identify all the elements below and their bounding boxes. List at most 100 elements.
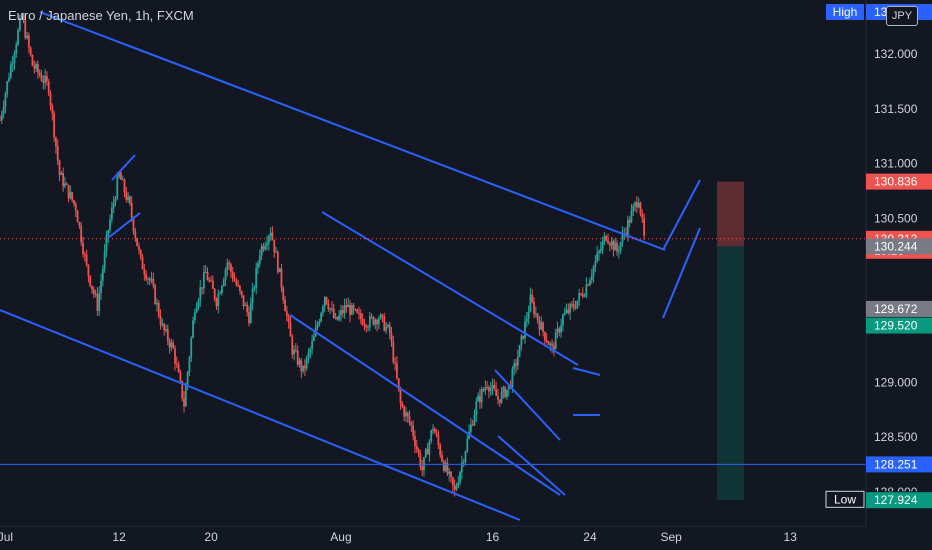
symbol-title[interactable]: Euro / Japanese Yen, 1h, FXCM (8, 8, 194, 23)
candle-body (479, 395, 481, 403)
candle-body (237, 284, 240, 286)
candle-body (471, 424, 474, 426)
candle-body (491, 384, 494, 389)
candle-body (580, 293, 582, 295)
entry-tag (866, 238, 932, 255)
candle-body (459, 471, 461, 483)
candle-body (239, 285, 241, 292)
candle-body (170, 342, 173, 348)
candle-body (94, 293, 97, 295)
candle-body (166, 328, 169, 341)
candle-body (42, 80, 45, 83)
candle-body (482, 389, 485, 391)
candle-body (394, 362, 397, 364)
candle-body (444, 463, 447, 471)
candle-body (534, 313, 537, 315)
candle-body (309, 348, 312, 353)
candle-body (412, 425, 415, 437)
candle-body (36, 64, 39, 73)
candle-body (38, 72, 41, 76)
trendlines[interactable] (0, 11, 866, 521)
candle-body (522, 335, 525, 339)
candle-body (150, 278, 153, 281)
candle-body (583, 295, 586, 297)
candle-body (224, 269, 227, 280)
candle-body (49, 93, 52, 106)
candle-body (73, 200, 75, 204)
candle-body (349, 304, 351, 315)
candle-body (401, 403, 404, 408)
price-tick-label: 128.500 (874, 430, 918, 444)
candle-body (399, 389, 402, 404)
candle-body (637, 202, 640, 208)
candle-body (617, 250, 620, 252)
candle-body (562, 315, 564, 326)
candle-body (488, 387, 490, 392)
candle-body (426, 449, 429, 455)
candle-body (282, 287, 285, 300)
candle-body (574, 307, 577, 309)
candle-body (62, 173, 65, 187)
candle-body (587, 284, 590, 286)
candle-body (524, 321, 526, 339)
candle-body (55, 137, 57, 147)
candle-body (139, 249, 142, 257)
candle-body (154, 285, 157, 305)
candle-body (589, 279, 591, 286)
candle-body (246, 304, 249, 313)
candle-body (576, 300, 579, 308)
candle-body (221, 285, 223, 294)
candle-body (217, 293, 220, 307)
candle-body (199, 287, 202, 301)
candle-body (152, 278, 155, 286)
candle-body (186, 372, 189, 387)
candle-body (634, 202, 636, 207)
candle-body (547, 342, 550, 346)
candle-body (255, 267, 258, 288)
candle-body (477, 395, 480, 402)
candle-body (219, 293, 222, 295)
candle-body (193, 312, 196, 321)
candle-body (423, 457, 425, 471)
candle-body (542, 322, 544, 332)
candle-body (390, 333, 393, 342)
currency-badge[interactable]: JPY (886, 6, 918, 26)
candle-body (264, 245, 267, 250)
candle-body (453, 485, 456, 490)
candle-body (56, 146, 59, 161)
candle-body (442, 461, 445, 471)
candle-body (31, 54, 34, 66)
candle-body (500, 391, 503, 403)
candle-body (473, 414, 476, 426)
candle-body (276, 251, 279, 273)
candle-body (392, 341, 395, 363)
candle-body (201, 287, 203, 289)
candle-body (197, 300, 200, 307)
candle-body (24, 20, 27, 38)
candle-body (202, 272, 205, 289)
price-axis[interactable]: 132.000 131.500 131.000 130.500 129.000 128.5… (865, 0, 918, 526)
time-tick-label: 20 (204, 530, 218, 544)
time-axis[interactable]: Jul 12 20 Aug 16 24 Sep 13 (0, 525, 866, 544)
candle-body (543, 331, 546, 341)
candle-body (601, 241, 604, 249)
candle-body (289, 321, 292, 337)
position-zones (717, 181, 744, 501)
channel-upper-line (321, 211, 579, 366)
candle-body (455, 486, 458, 490)
candle-body (419, 453, 422, 467)
candle-body (406, 412, 409, 417)
candle-body (322, 306, 324, 313)
candle-body (174, 348, 176, 364)
candle-body (572, 304, 575, 308)
candle-body (80, 225, 83, 243)
candle-body (51, 105, 54, 114)
candle-body (605, 235, 608, 241)
candle-body (325, 297, 328, 304)
candle-body (285, 311, 288, 316)
candle-body (262, 246, 265, 250)
candle-body (4, 93, 7, 108)
candle-body (27, 35, 30, 48)
price-tick-label: 131.500 (874, 102, 918, 116)
